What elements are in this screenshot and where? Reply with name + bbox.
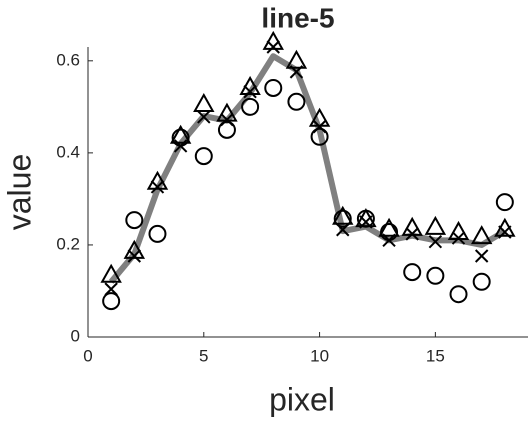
- circle-marker: [217, 120, 236, 139]
- triangle-marker: [424, 215, 447, 235]
- circle-marker: [333, 209, 352, 228]
- triangle-marker: [378, 217, 400, 237]
- triangle-marker: [308, 107, 331, 127]
- cross-marker: [150, 180, 165, 194]
- circle-marker: [125, 211, 144, 230]
- circle-marker: [148, 224, 167, 243]
- x-tick-label: 5: [199, 346, 208, 365]
- circle-marker: [449, 285, 468, 304]
- triangle-marker: [100, 263, 122, 283]
- cross-marker: [428, 235, 443, 249]
- cross-marker: [474, 249, 489, 263]
- x-axis-label: pixel: [269, 381, 335, 417]
- triangle-marker: [332, 205, 354, 225]
- y-axis-label: value: [1, 154, 37, 231]
- y-tick-label: 0.4: [56, 142, 80, 161]
- y-tick-label: 0: [71, 326, 80, 345]
- circle-marker: [264, 78, 283, 97]
- triangle-marker: [494, 217, 516, 237]
- cross-marker: [243, 84, 257, 99]
- triangle-marker: [169, 124, 192, 144]
- cross-marker: [266, 40, 280, 54]
- circle-marker: [403, 263, 422, 282]
- circle-marker: [495, 193, 514, 212]
- triangle-marker: [470, 225, 493, 245]
- x-tick-label: 15: [426, 346, 445, 365]
- triangle-marker: [216, 102, 238, 122]
- y-tick-label: 0.6: [56, 50, 80, 69]
- circle-marker: [310, 127, 329, 146]
- line: [108, 53, 507, 284]
- circle-marker: [194, 147, 213, 166]
- circle-marker: [472, 272, 491, 291]
- circle-marker: [241, 97, 260, 116]
- chart-title: line-5: [261, 2, 334, 33]
- cross-marker: [336, 223, 350, 237]
- cross-marker: [197, 110, 211, 124]
- circle-marker: [102, 292, 121, 311]
- circle-marker: [287, 92, 306, 111]
- triangle-marker: [447, 220, 470, 240]
- triangle-marker: [193, 92, 215, 112]
- triangle-marker: [355, 208, 377, 228]
- y-tick-label: 0.2: [56, 234, 80, 253]
- triangle-marker: [123, 239, 146, 259]
- cross-marker: [104, 282, 118, 296]
- triangle-marker: [401, 216, 423, 236]
- triangle-marker: [239, 75, 261, 95]
- triangle-marker: [146, 170, 169, 190]
- x-tick-label: 10: [310, 346, 329, 365]
- triangle-marker: [262, 30, 284, 50]
- cross-marker: [127, 249, 142, 263]
- circle-marker: [426, 266, 445, 285]
- triangle-marker: [285, 49, 308, 69]
- x-tick-label: 0: [83, 346, 92, 365]
